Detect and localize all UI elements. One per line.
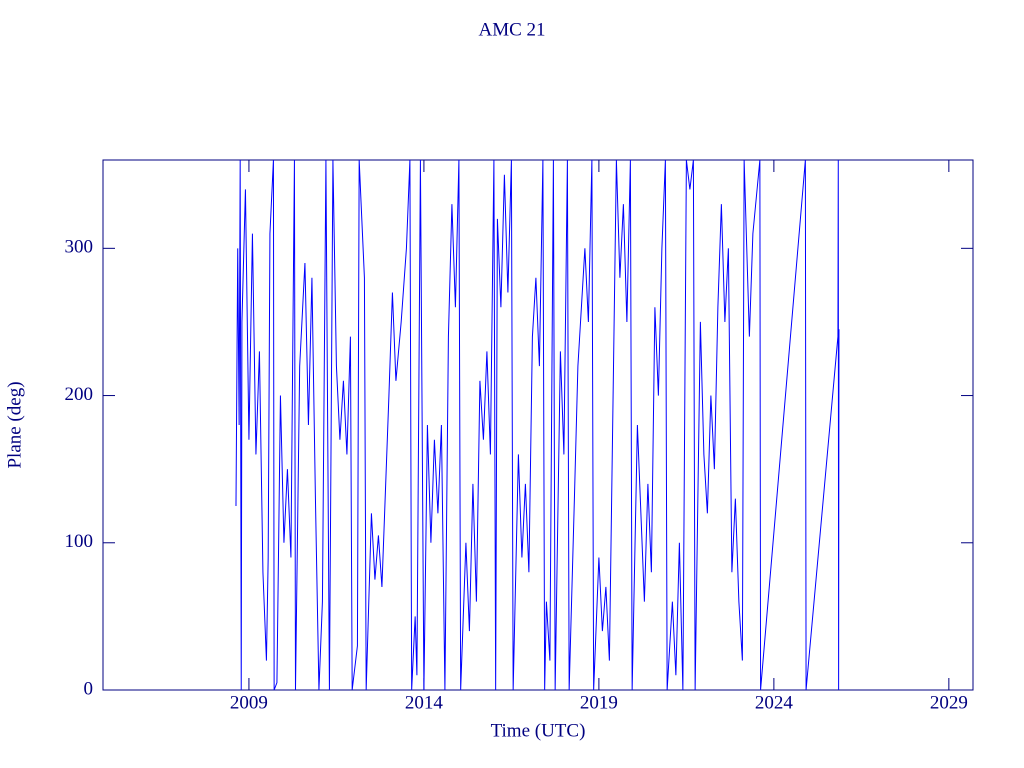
x-tick-label: 2029 [930, 692, 968, 713]
y-tick-label: 0 [84, 678, 94, 699]
x-tick-label: 2024 [755, 692, 794, 713]
data-line [235, 159, 840, 691]
y-tick-label: 200 [65, 384, 94, 405]
y-axis-label: Plane (deg) [4, 381, 25, 468]
x-tick-label: 2014 [405, 692, 444, 713]
x-axis-label: Time (UTC) [491, 720, 586, 741]
y-tick-label: 300 [65, 237, 94, 258]
x-tick-label: 2009 [230, 692, 268, 713]
x-tick-label: 2019 [580, 692, 618, 713]
chart-title: AMC 21 [478, 19, 545, 40]
y-tick-label: 100 [65, 531, 94, 552]
plot-frame [102, 159, 974, 691]
